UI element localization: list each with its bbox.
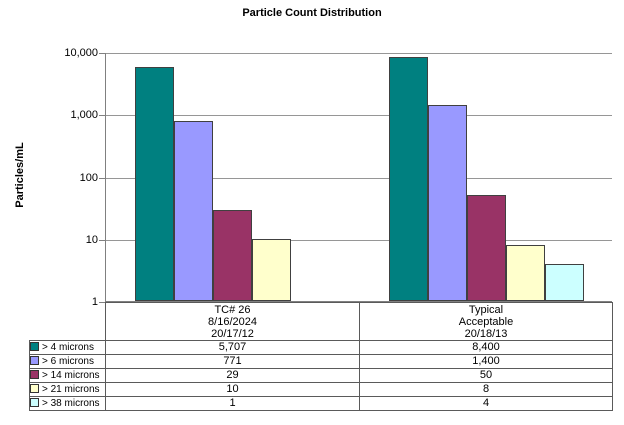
- series-color-swatch-icon: [30, 398, 39, 407]
- y-axis-tick: [99, 115, 105, 117]
- bar-series-4-group-1: [544, 264, 584, 301]
- legend-label: > 38 microns: [42, 398, 100, 409]
- legend-label: > 6 microns: [42, 356, 94, 367]
- bar-series-3-group-1: [505, 245, 545, 301]
- value-cell: 1,400: [359, 354, 613, 369]
- table-row: > 6 microns 771 1,400: [29, 354, 613, 369]
- legend-cell: > 21 microns: [29, 382, 106, 397]
- table-row: > 4 microns 5,707 8,400: [29, 340, 613, 355]
- category-header-line: Acceptable: [458, 315, 514, 328]
- bar-series-1-group-1: [427, 105, 467, 301]
- series-color-swatch-icon: [30, 356, 39, 365]
- value-cell: 8,400: [359, 340, 613, 355]
- gridline: [106, 115, 612, 117]
- table-corner-cell: [30, 303, 106, 341]
- y-axis-tick: [99, 239, 105, 241]
- y-axis-tick: [99, 53, 105, 54]
- bar-series-2-group-0: [213, 210, 253, 301]
- bar-series-0-group-1: [388, 57, 428, 301]
- series-color-swatch-icon: [30, 384, 39, 393]
- category-header: TC# 26 8/16/2024 20/17/12: [105, 302, 360, 341]
- gridline: [106, 239, 612, 241]
- legend-label: > 14 microns: [42, 370, 100, 381]
- table-row: > 21 microns 10 8: [29, 382, 613, 397]
- y-axis-tick-label: 1,000: [70, 109, 98, 122]
- category-header-line: TC# 26: [214, 303, 251, 316]
- bar-series-2-group-1: [466, 195, 506, 301]
- category-header-line: 20/18/13: [464, 327, 508, 340]
- category-header-line: 8/16/2024: [208, 315, 257, 328]
- legend-cell: > 14 microns: [29, 368, 106, 383]
- table-row: > 38 microns 1 4: [29, 396, 613, 411]
- value-cell: 8: [359, 382, 613, 397]
- category-header: Typical Acceptable 20/18/13: [359, 302, 613, 341]
- legend-cell: > 6 microns: [29, 354, 106, 369]
- value-cell: 1: [105, 396, 360, 411]
- plot-area: [105, 53, 612, 302]
- y-axis-tick-label: 1: [91, 296, 98, 308]
- value-cell: 5,707: [105, 340, 360, 355]
- data-table: TC# 26 8/16/2024 20/17/12 Typical Acceptable…: [29, 302, 613, 411]
- legend-label: > 4 microns: [42, 342, 94, 353]
- series-color-swatch-icon: [30, 342, 39, 351]
- legend-cell: > 38 microns: [29, 396, 106, 411]
- category-header-line: 20/17/12: [211, 327, 254, 340]
- gridline: [106, 53, 612, 54]
- chart-title: Particle Count Distribution: [242, 7, 382, 19]
- value-cell: 4: [359, 396, 613, 411]
- value-cell: 29: [105, 368, 360, 383]
- bar-series-1-group-0: [174, 121, 214, 301]
- y-axis-title: Particles/mL: [14, 142, 26, 208]
- table-row: > 14 microns 29 50: [29, 368, 613, 383]
- y-axis-tick: [99, 302, 105, 303]
- bar-series-0-group-0: [135, 67, 175, 301]
- y-axis-tick: [99, 177, 105, 179]
- value-cell: 771: [105, 354, 360, 369]
- y-axis-tick-label: 10,000: [64, 47, 98, 59]
- value-cell: 50: [359, 368, 613, 383]
- legend-cell: > 4 microns: [29, 340, 106, 355]
- category-header-line: Typical: [468, 303, 504, 316]
- series-color-swatch-icon: [30, 370, 39, 379]
- y-axis-tick-label: 10: [85, 233, 98, 246]
- gridline: [106, 177, 612, 179]
- legend-label: > 21 microns: [42, 384, 100, 395]
- table-header-row: TC# 26 8/16/2024 20/17/12 Typical Acceptable…: [30, 302, 613, 341]
- value-cell: 10: [105, 382, 360, 397]
- y-axis-tick-label: 100: [79, 171, 98, 184]
- bar-series-3-group-0: [252, 239, 292, 301]
